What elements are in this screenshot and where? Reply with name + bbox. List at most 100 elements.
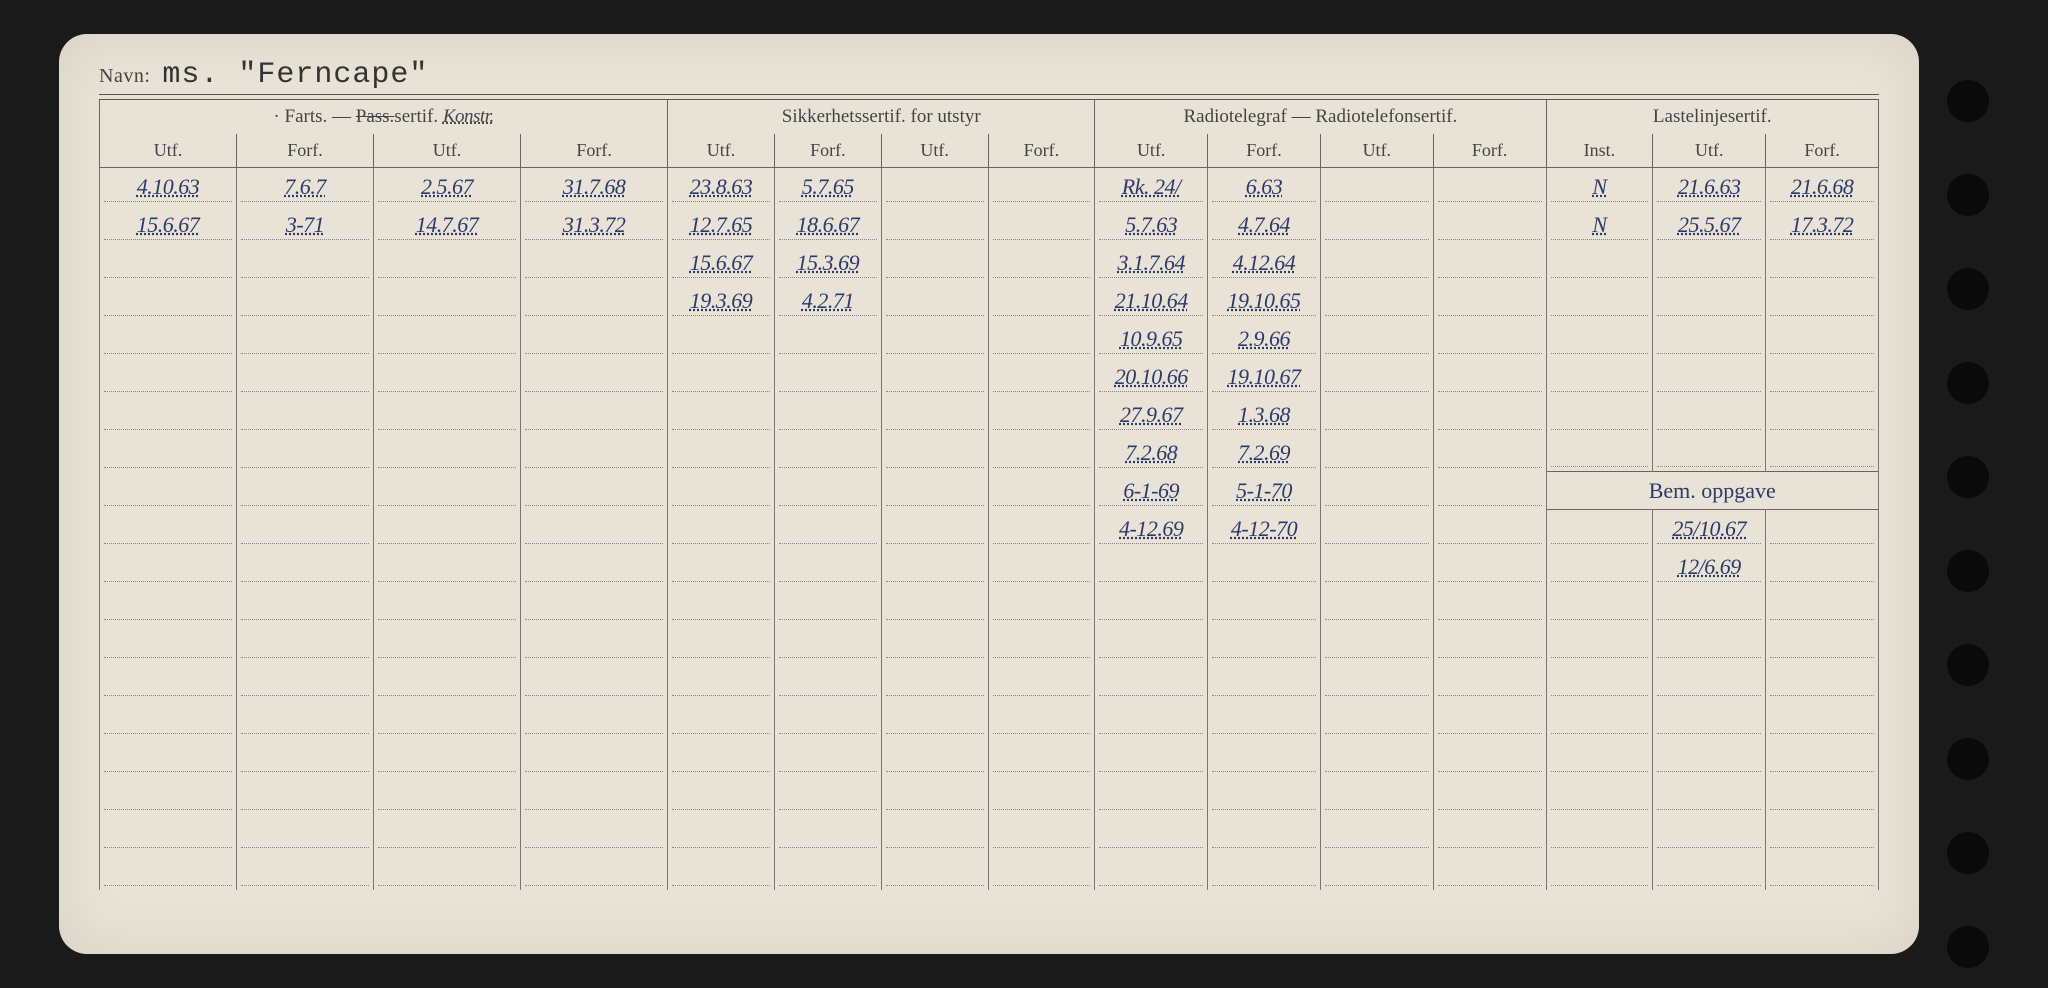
handwritten-value: 4-12.69 (1119, 516, 1183, 541)
table-cell (1433, 320, 1546, 358)
sub-utf: Utf. (1320, 134, 1433, 168)
table-cell: 21.10.64 (1095, 282, 1208, 320)
table-cell (668, 472, 775, 510)
table-cell (521, 282, 668, 320)
table-cell (237, 852, 374, 890)
table-row: 7.2.687.2.69 (100, 434, 1879, 472)
index-card: Navn: ms. "Ferncape" · Farts. — Pass.ser… (59, 34, 1919, 954)
table-row: 19.3.694.2.7121.10.6419.10.65 (100, 282, 1879, 320)
table-cell: 1.3.68 (1208, 396, 1321, 434)
table-cell (237, 282, 374, 320)
group-sikkerhet: Sikkerhetssertif. for utstyr (668, 100, 1095, 135)
table-cell (668, 396, 775, 434)
handwritten-value: 2.5.67 (421, 174, 473, 199)
handwritten-value: 23.8.63 (690, 174, 753, 199)
table-cell: 25/10.67 (1653, 510, 1766, 548)
table-cell (1433, 662, 1546, 700)
group-farts-pass: · Farts. — Pass.sertif. Konstr. (100, 100, 668, 135)
table-cell (521, 396, 668, 434)
table-cell (1095, 852, 1208, 890)
table-cell (100, 244, 237, 282)
table-cell (668, 624, 775, 662)
table-cell (668, 700, 775, 738)
table-cell (881, 434, 988, 472)
handwritten-value: 1.3.68 (1238, 402, 1290, 427)
table-cell (100, 434, 237, 472)
farts-label: · Farts. — (273, 106, 351, 127)
punch-hole (1947, 644, 1989, 686)
handwritten-value: 17.3.72 (1791, 212, 1854, 237)
handwritten-value: 5.7.63 (1125, 212, 1177, 237)
table-cell: 4.12.64 (1208, 244, 1321, 282)
table-cell: 15.6.67 (668, 244, 775, 282)
table-cell: 4-12.69 (1095, 510, 1208, 548)
handwritten-value: N (1592, 174, 1606, 199)
table-cell (881, 814, 988, 852)
table-cell (521, 624, 668, 662)
sub-forf: Forf. (988, 134, 1095, 168)
table-cell (881, 510, 988, 548)
table-cell: 27.9.67 (1095, 396, 1208, 434)
table-cell (521, 852, 668, 890)
sub-forf: Forf. (237, 134, 374, 168)
group-lastelinje: Lastelinjesertif. (1546, 100, 1878, 135)
table-cell (1208, 586, 1321, 624)
table-cell (668, 586, 775, 624)
pass-suffix: sertif. (394, 106, 438, 127)
table-cell (1653, 700, 1766, 738)
table-cell: 6-1-69 (1095, 472, 1208, 510)
table-cell: 25.5.67 (1653, 206, 1766, 244)
table-cell (1546, 586, 1653, 624)
table-cell (521, 548, 668, 586)
table-cell (668, 738, 775, 776)
table-cell (1433, 852, 1546, 890)
table-cell (988, 700, 1095, 738)
table-cell (668, 510, 775, 548)
table-cell: 3-71 (237, 206, 374, 244)
table-cell: 17.3.72 (1766, 206, 1879, 244)
table-row (100, 586, 1879, 624)
table-cell (237, 358, 374, 396)
table-cell (1653, 358, 1766, 396)
table-cell (1653, 244, 1766, 282)
table-cell (237, 510, 374, 548)
table-cell (1208, 624, 1321, 662)
table-cell (1766, 852, 1879, 890)
table-cell (1653, 282, 1766, 320)
handwritten-value: 14.7.67 (416, 212, 479, 237)
table-cell (1433, 168, 1546, 206)
handwritten-value: 19.10.67 (1228, 364, 1301, 389)
pass-struck: Pass. (356, 106, 395, 127)
table-cell (1766, 662, 1879, 700)
table-row: 4-12.694-12-7025/10.67 (100, 510, 1879, 548)
table-cell (237, 814, 374, 852)
table-cell (374, 244, 521, 282)
table-cell (881, 738, 988, 776)
bem-oppgave-header: Bem. oppgave (1546, 472, 1878, 510)
table-cell (774, 320, 881, 358)
table-cell (1320, 738, 1433, 776)
table-cell (774, 776, 881, 814)
table-cell (374, 814, 521, 852)
table-cell (668, 548, 775, 586)
table-cell (668, 776, 775, 814)
table-cell (881, 776, 988, 814)
table-cell (881, 396, 988, 434)
table-cell (988, 510, 1095, 548)
table-cell (1546, 624, 1653, 662)
table-cell (374, 396, 521, 434)
punch-hole (1947, 174, 1989, 216)
handwritten-value: 12.7.65 (690, 212, 753, 237)
table-cell (1095, 700, 1208, 738)
table-cell (1546, 396, 1653, 434)
table-body: 4.10.637.6.72.5.6731.7.6823.8.635.7.65Rk… (100, 168, 1879, 890)
table-cell (1433, 434, 1546, 472)
table-cell (1208, 852, 1321, 890)
handwritten-value: 7.2.69 (1238, 440, 1290, 465)
table-cell (988, 244, 1095, 282)
table-cell (1766, 396, 1879, 434)
pass-handwritten: Konstr. (443, 106, 494, 127)
handwritten-value: 10.9.65 (1120, 326, 1183, 351)
table-cell (774, 358, 881, 396)
table-cell: 2.9.66 (1208, 320, 1321, 358)
